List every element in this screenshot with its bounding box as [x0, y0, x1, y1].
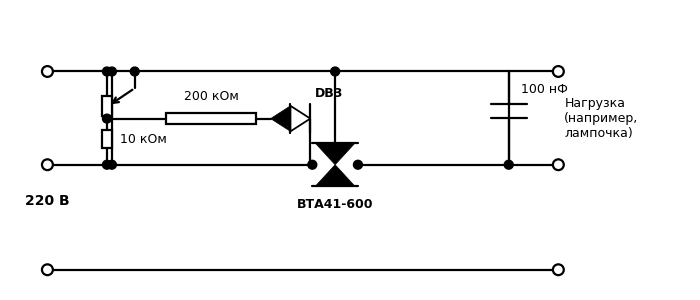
- Polygon shape: [271, 106, 290, 131]
- Bar: [102, 96, 112, 116]
- Circle shape: [107, 160, 116, 169]
- Polygon shape: [315, 143, 355, 165]
- Circle shape: [330, 67, 340, 76]
- Text: Нагрузка
(например,
лампочка): Нагрузка (например, лампочка): [564, 97, 638, 140]
- Text: 100 нФ: 100 нФ: [521, 82, 568, 96]
- Circle shape: [354, 160, 363, 169]
- Text: ВТА41-600: ВТА41-600: [297, 198, 373, 211]
- Circle shape: [102, 114, 111, 123]
- Circle shape: [102, 160, 111, 169]
- Circle shape: [130, 67, 139, 76]
- Circle shape: [504, 160, 513, 169]
- Circle shape: [107, 67, 116, 76]
- Bar: [102, 130, 112, 148]
- Polygon shape: [315, 165, 355, 186]
- Circle shape: [102, 67, 111, 76]
- Bar: [167, 113, 256, 124]
- Text: 220 В: 220 В: [25, 194, 70, 208]
- Text: DB3: DB3: [315, 87, 344, 100]
- Circle shape: [308, 160, 317, 169]
- Text: 10 кОм: 10 кОм: [120, 133, 167, 146]
- Text: 200 кОм: 200 кОм: [183, 90, 239, 103]
- Polygon shape: [290, 106, 310, 131]
